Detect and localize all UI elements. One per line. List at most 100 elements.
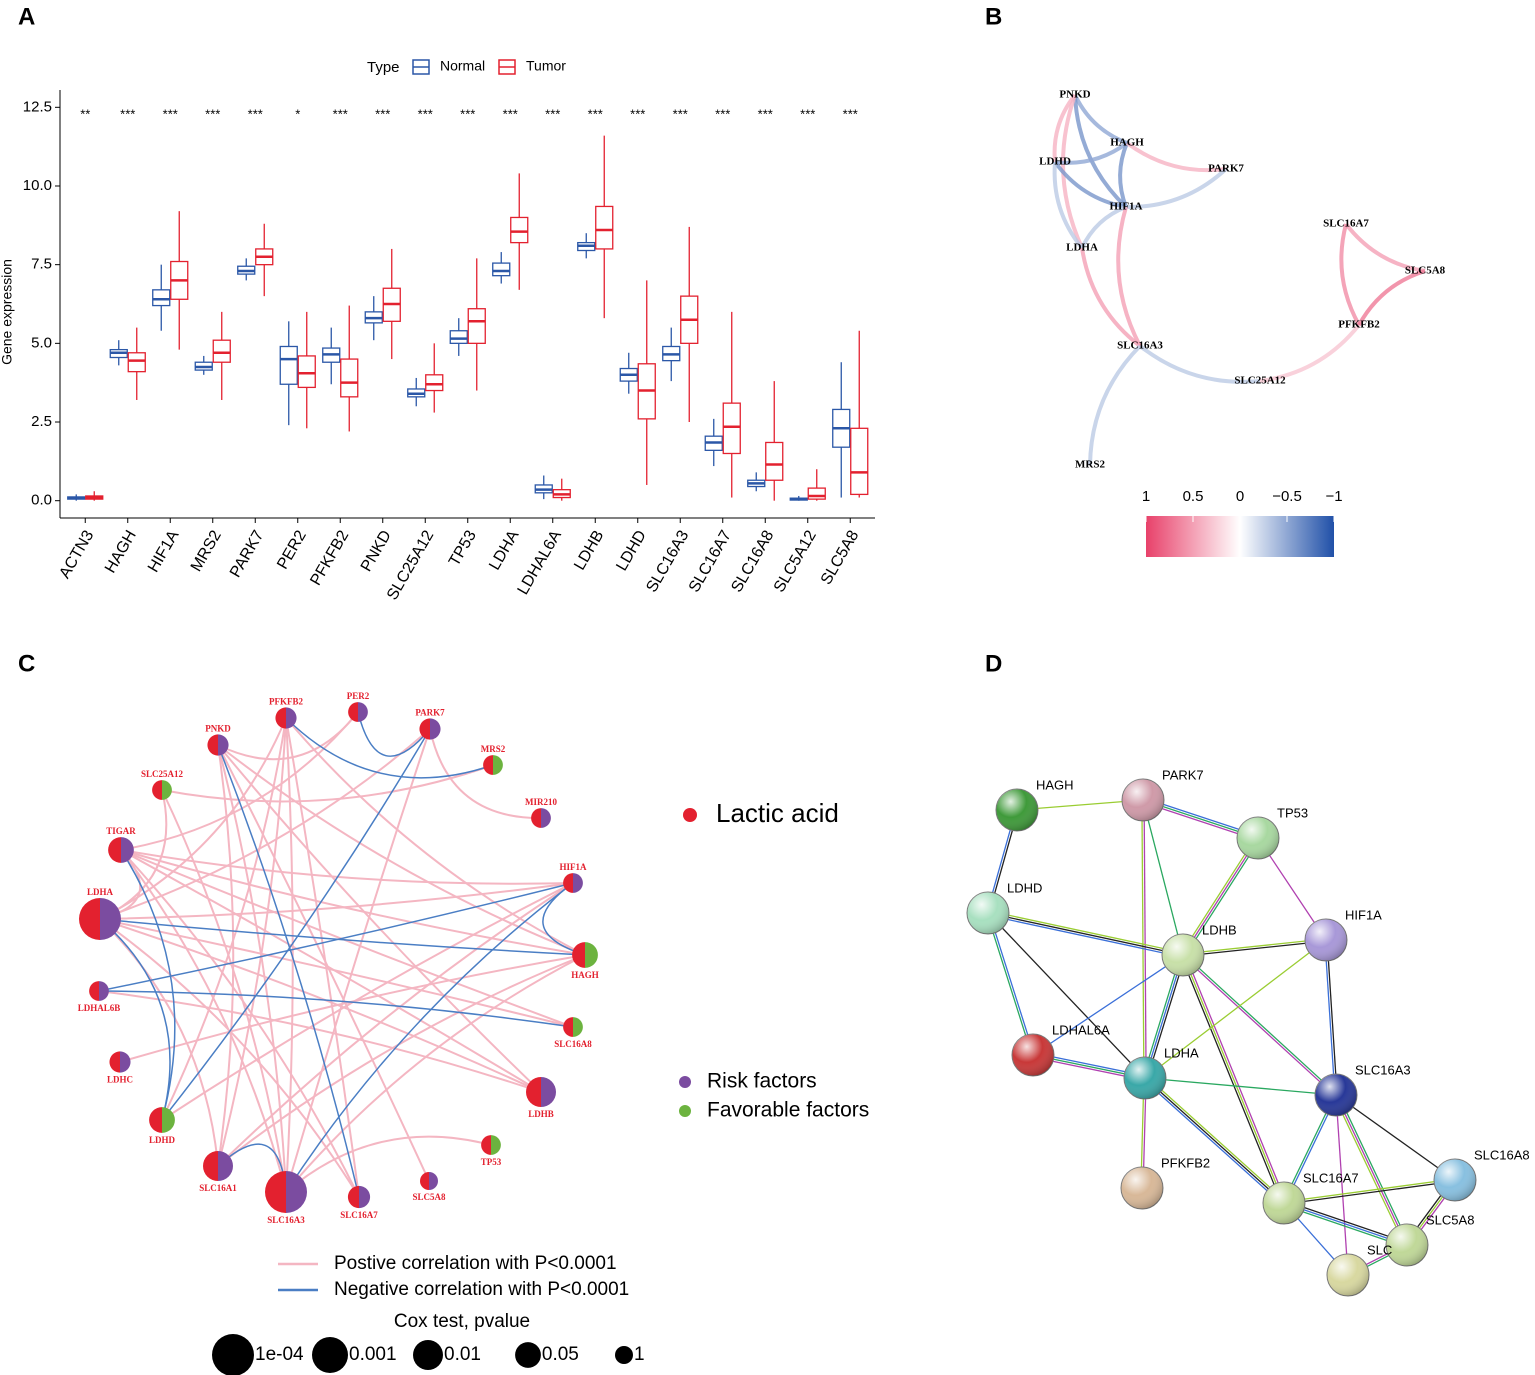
node-label: TP53 xyxy=(481,1157,502,1167)
node-lactic-half xyxy=(207,734,218,756)
positive-edge xyxy=(99,882,574,920)
positive-edge xyxy=(285,717,586,956)
size-legend-title: Cox test, pvalue xyxy=(394,1311,530,1332)
legend-label: Postive correlation with P<0.0001 xyxy=(334,1253,617,1274)
edge xyxy=(1324,940,1336,1096)
significance: *** xyxy=(163,106,178,121)
protein-gloss xyxy=(1012,1034,1054,1076)
legend-dot xyxy=(679,1105,691,1117)
node-factor-half xyxy=(162,1107,175,1133)
legend-label: Lactic acid xyxy=(716,798,839,828)
box xyxy=(212,339,231,363)
significance: *** xyxy=(588,106,603,121)
node-lactic-half xyxy=(483,755,493,775)
positive-edge xyxy=(99,918,542,1093)
node-label: PFKFB2 xyxy=(1338,319,1380,331)
edge xyxy=(1283,1178,1455,1203)
box xyxy=(595,205,614,250)
size-legend-circle xyxy=(212,1334,254,1375)
edge xyxy=(1138,344,1261,384)
edge xyxy=(1259,323,1361,383)
edge xyxy=(1052,161,1084,250)
protein-gloss xyxy=(967,892,1009,934)
edge xyxy=(1073,94,1128,209)
node-label: LDHC xyxy=(107,1075,133,1085)
node-factor-half xyxy=(493,755,503,775)
node-label: HIF1A xyxy=(1110,201,1143,213)
protein-gloss xyxy=(1122,779,1164,821)
node-factor-half xyxy=(541,808,551,828)
size-legend-circle xyxy=(615,1346,633,1364)
edge xyxy=(1146,1075,1286,1202)
significance: * xyxy=(295,106,300,121)
box xyxy=(807,487,826,500)
panel-label: D xyxy=(985,650,1002,677)
x-tick-label: SLC16A8 xyxy=(728,528,777,596)
node-factor-half xyxy=(218,1151,233,1181)
edge xyxy=(1054,141,1129,165)
x-tick-label: LDHD xyxy=(613,528,650,574)
node-label: PNKD xyxy=(1059,89,1090,101)
x-tick-label: SLC5A8 xyxy=(818,528,863,588)
node-lactic-half xyxy=(348,702,358,722)
edge xyxy=(1142,954,1182,1078)
edge xyxy=(1053,160,1127,209)
box xyxy=(722,402,741,455)
node-factor-half xyxy=(121,837,134,863)
box xyxy=(152,289,171,307)
positive-edge xyxy=(285,717,294,1193)
edge xyxy=(1144,1077,1337,1096)
positive-edge xyxy=(217,744,287,1193)
colorbar-tick-label: −0.5 xyxy=(1272,488,1302,505)
negative-edge xyxy=(357,711,431,757)
node-label: SLC16A7 xyxy=(1323,218,1369,230)
node-factor-half xyxy=(585,942,598,968)
significance: *** xyxy=(418,106,433,121)
edge xyxy=(1143,1079,1283,1206)
node-factor-half xyxy=(541,1077,556,1107)
node-label: SLC16A1 xyxy=(199,1183,237,1193)
edge xyxy=(1116,206,1142,347)
edge xyxy=(988,910,1184,954)
node-label: HIF1A xyxy=(1345,907,1382,922)
significance: *** xyxy=(248,106,263,121)
node-label: SLC16A3 xyxy=(1117,340,1163,352)
node-label: SLC5A8 xyxy=(1405,265,1446,277)
edge xyxy=(1073,94,1128,145)
negative-edge xyxy=(99,918,171,1121)
edge xyxy=(1182,954,1285,1204)
node-factor-half xyxy=(573,873,583,893)
positive-edge xyxy=(285,717,360,1198)
edge xyxy=(1284,1200,1408,1244)
node-label: HIF1A xyxy=(560,862,588,872)
positive-edge xyxy=(120,849,574,885)
node-lactic-half xyxy=(79,898,100,940)
edge xyxy=(1184,953,1287,1203)
significance: *** xyxy=(715,106,730,121)
legend-label: Tumor xyxy=(526,58,566,74)
protein-gloss xyxy=(1327,1254,1369,1296)
node-lactic-half xyxy=(563,873,573,893)
edge xyxy=(1144,939,1327,1079)
node-lactic-half xyxy=(275,707,286,729)
node-factor-half xyxy=(218,734,229,756)
colorbar-tick-label: 1 xyxy=(1142,488,1150,505)
legend-dot xyxy=(679,1076,691,1088)
node-lactic-half xyxy=(149,1107,162,1133)
positive-edge xyxy=(161,882,574,1121)
node-factor-half xyxy=(120,1051,131,1073)
node-factor-half xyxy=(99,981,109,1001)
edge xyxy=(1143,799,1147,1078)
positive-edge xyxy=(99,918,360,1198)
node-label: LDHAL6A xyxy=(1052,1022,1110,1037)
edge xyxy=(1080,205,1127,249)
y-tick-label: 5.0 xyxy=(31,334,52,351)
node-label: HAGH xyxy=(571,970,599,980)
node-label: SLC5A8 xyxy=(1426,1212,1474,1227)
significance: *** xyxy=(758,106,773,121)
x-tick-label: LDHAL6A xyxy=(515,527,565,597)
node-label: LDHD xyxy=(149,1135,176,1145)
protein-gloss xyxy=(1386,1224,1428,1266)
edge xyxy=(1146,955,1186,1079)
